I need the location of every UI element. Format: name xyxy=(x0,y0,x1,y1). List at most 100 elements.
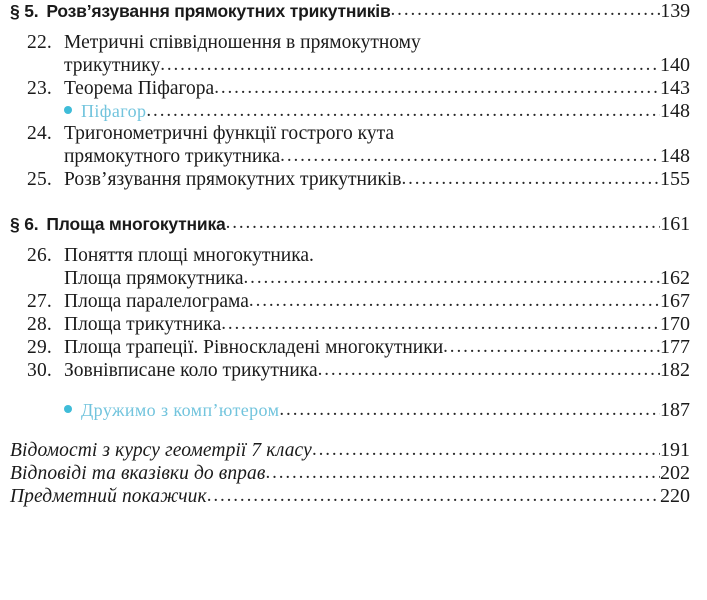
item-body: Зовнівписане коло трикутника ...........… xyxy=(64,359,660,382)
item-title: Площа трикутника xyxy=(64,314,222,335)
page-number: 177 xyxy=(660,336,690,358)
section-marker: § 6. xyxy=(10,214,39,234)
item-number: 28. xyxy=(27,314,52,335)
appendix-body: Відповіді та вказівки до вправ .........… xyxy=(10,462,660,485)
spacer xyxy=(0,23,707,32)
leader-dots: ........................................… xyxy=(248,290,660,311)
spacer xyxy=(0,422,707,439)
toc-appendix-row[interactable]: Відповіді та вказівки до вправ .........… xyxy=(0,462,707,485)
item-number: 22. xyxy=(27,32,52,53)
page-number: 191 xyxy=(660,439,690,461)
section-title: Площа многокутника xyxy=(46,214,226,234)
leader-dots: ........................................… xyxy=(390,0,661,20)
bullet-body: Дружимо з комп’ютером ..................… xyxy=(64,399,660,422)
page-number: 148 xyxy=(660,100,690,122)
page-number: 148 xyxy=(660,145,690,167)
item-title: Площа паралелограма xyxy=(64,291,249,312)
bullet-dot-icon xyxy=(64,405,72,413)
item-body: Теорема Піфагора .......................… xyxy=(64,77,660,100)
section-heading-row[interactable]: § 6. Площа многокутника ................… xyxy=(0,212,707,236)
item-title: Метричні співвідношення в прямокутному xyxy=(64,32,421,53)
page-number: 162 xyxy=(660,267,690,289)
page-number: 161 xyxy=(660,213,690,235)
bullet-body: Піфагор ................................… xyxy=(64,100,660,123)
toc-item-row[interactable]: 29. Площа трапеції. Рівноскладені многок… xyxy=(0,336,707,359)
item-title: Тригонометричні функції гострого кута xyxy=(64,123,395,144)
leader-dots: ........................................… xyxy=(214,77,660,98)
appendix-title: Відомості з курсу геометрії 7 класу xyxy=(10,440,312,461)
item-body: трикутнику .............................… xyxy=(64,54,660,77)
item-number: 23. xyxy=(27,78,52,99)
section-heading-body: Площа многокутника .....................… xyxy=(46,212,661,236)
toc-item-row[interactable]: 30. Зовнівписане коло трикутника .......… xyxy=(0,359,707,382)
leader-dots: ........................................… xyxy=(243,267,660,288)
item-body: Розв’язування прямокутних трикутників ..… xyxy=(64,168,660,191)
toc-item-row[interactable]: 26. Поняття площі многокутника. xyxy=(0,245,707,267)
appendix-body: Відомості з курсу геометрії 7 класу ....… xyxy=(10,439,660,462)
leader-dots: ........................................… xyxy=(401,168,660,189)
leader-dots: ........................................… xyxy=(225,212,661,233)
page-number: 143 xyxy=(660,77,690,99)
item-body: Площа трикутника .......................… xyxy=(64,313,660,336)
spacer xyxy=(0,382,707,399)
section-title: Розв’язування прямокутних трикутників xyxy=(46,1,391,21)
bullet-title: Дружимо з комп’ютером xyxy=(81,400,280,420)
item-title: Зовнівписане коло трикутника xyxy=(64,360,318,381)
item-body: Площа прямокутника .....................… xyxy=(64,267,660,290)
page-number: 167 xyxy=(660,290,690,312)
page-number: 139 xyxy=(660,0,690,22)
item-number: 24. xyxy=(27,123,52,144)
toc-appendix-row[interactable]: Відомості з курсу геометрії 7 класу ....… xyxy=(0,439,707,462)
toc-appendix-row[interactable]: Предметний покажчик ....................… xyxy=(0,485,707,508)
toc-item-row[interactable]: 23. Теорема Піфагора ...................… xyxy=(0,77,707,100)
appendix-title: Відповіді та вказівки до вправ xyxy=(10,463,266,484)
leader-dots: ........................................… xyxy=(265,462,660,483)
item-title-continued: Площа прямокутника xyxy=(64,268,244,289)
page-number: 220 xyxy=(660,485,690,507)
item-body: Площа паралелограма ....................… xyxy=(64,290,660,313)
page-number: 170 xyxy=(660,313,690,335)
toc-item-row[interactable]: 22. Метричні співвідношення в прямокутно… xyxy=(0,32,707,54)
page-number: 155 xyxy=(660,168,690,190)
toc-item-row[interactable]: 28. Площа трикутника ...................… xyxy=(0,313,707,336)
appendix-title: Предметний покажчик xyxy=(10,486,207,507)
section-heading-body: Розв’язування прямокутних трикутників ..… xyxy=(46,0,661,23)
item-title: Теорема Піфагора xyxy=(64,78,215,99)
item-title-continued: трикутнику xyxy=(64,55,161,76)
item-title: Поняття площі многокутника. xyxy=(64,245,314,266)
toc-item-row[interactable]: 24. Тригонометричні функції гострого кут… xyxy=(0,123,707,145)
item-number: 30. xyxy=(27,360,52,381)
bullet-title: Піфагор xyxy=(81,101,147,121)
leader-dots: ........................................… xyxy=(160,54,660,75)
toc-item-row-continuation[interactable]: 26. Площа прямокутника .................… xyxy=(0,267,707,290)
item-body: Тригонометричні функції гострого кута xyxy=(64,123,690,145)
leader-dots: ........................................… xyxy=(311,439,660,460)
page-number: 202 xyxy=(660,462,690,484)
toc-item-row-continuation[interactable]: 24. прямокутного трикутника ............… xyxy=(0,145,707,168)
page-number: 140 xyxy=(660,54,690,76)
leader-dots: ........................................… xyxy=(280,145,660,166)
toc-bullet-row[interactable]: Піфагор ................................… xyxy=(0,100,707,123)
spacer xyxy=(0,191,707,213)
item-title: Розв’язування прямокутних трикутників xyxy=(64,169,402,190)
spacer xyxy=(0,236,707,245)
section-heading-row[interactable]: § 5. Розв’язування прямокутних трикутник… xyxy=(0,0,707,23)
section-marker: § 5. xyxy=(10,1,39,21)
page-number: 187 xyxy=(660,399,690,421)
leader-dots: ........................................… xyxy=(443,336,660,357)
item-number: 27. xyxy=(27,291,52,312)
item-number: 25. xyxy=(27,169,52,190)
item-body: прямокутного трикутника ................… xyxy=(64,145,660,168)
item-number: 29. xyxy=(27,337,52,358)
item-title-continued: прямокутного трикутника xyxy=(64,146,281,167)
item-title: Площа трапеції. Рівноскладені многокутни… xyxy=(64,337,444,358)
toc-item-row[interactable]: 27. Площа паралелограма ................… xyxy=(0,290,707,313)
item-body: Метричні співвідношення в прямокутному xyxy=(64,32,690,54)
toc-bullet-row[interactable]: Дружимо з комп’ютером ..................… xyxy=(0,399,707,422)
leader-dots: ........................................… xyxy=(279,399,660,420)
toc-item-row-continuation[interactable]: 22. трикутнику .........................… xyxy=(0,54,707,77)
toc-item-row[interactable]: 25. Розв’язування прямокутних трикутникі… xyxy=(0,168,707,191)
bullet-dot-icon xyxy=(64,106,72,114)
item-body: Площа трапеції. Рівноскладені многокутни… xyxy=(64,336,660,359)
